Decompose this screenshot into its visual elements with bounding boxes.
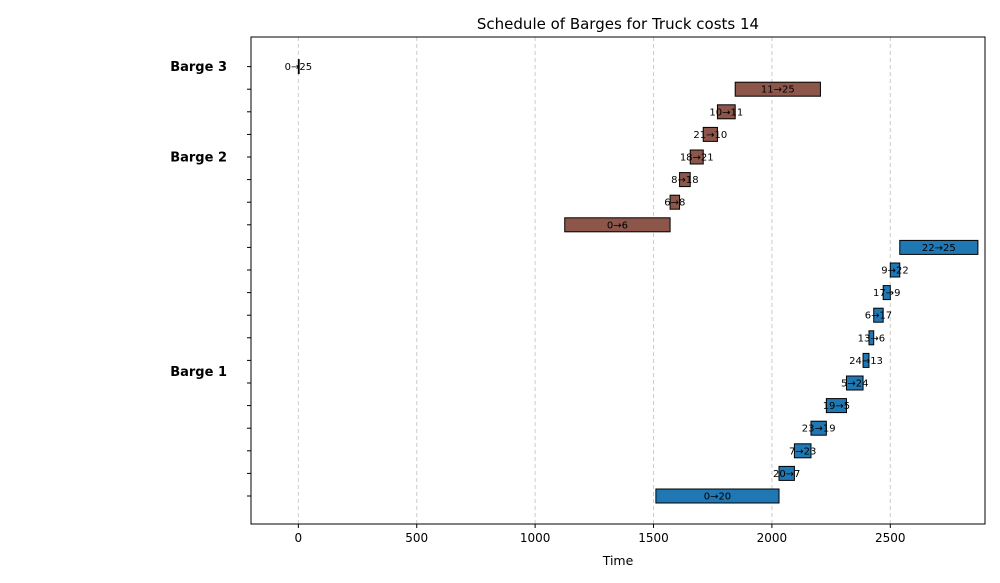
task-bar xyxy=(564,217,671,233)
x-axis: 0 500 1000 1500 2000 2500 xyxy=(295,524,906,545)
task-bar xyxy=(845,375,864,391)
barge-label: Barge 2 xyxy=(170,151,227,166)
task-bar xyxy=(868,330,875,346)
task-label: 13→6 xyxy=(858,333,885,344)
task-label: 21→10 xyxy=(693,130,727,141)
task-label: 11→25 xyxy=(761,85,795,96)
bar-labels: 0→20 20→7 7→23 23→19 19→5 5→24 24→13 13→6 6→17 17… xyxy=(285,62,956,502)
task-label: 6→17 xyxy=(865,311,892,322)
task-bar xyxy=(793,443,812,459)
x-axis-label: Time xyxy=(602,553,634,568)
task-bar xyxy=(899,239,979,255)
chart-title: Schedule of Barges for Truck costs 14 xyxy=(477,15,759,33)
task-bar xyxy=(873,307,884,323)
task-bar xyxy=(689,149,704,165)
x-tick-label: 2000 xyxy=(757,531,788,545)
x-tick-label: 1500 xyxy=(638,531,669,545)
task-bar xyxy=(810,420,827,436)
task-bar xyxy=(734,81,821,97)
x-tick-label: 500 xyxy=(405,531,428,545)
plot-frame xyxy=(250,36,986,525)
task-bar xyxy=(655,488,780,504)
task-label: 0→20 xyxy=(704,492,731,503)
task-label: 19→5 xyxy=(823,401,850,412)
task-bar xyxy=(825,398,847,414)
task-label: 7→23 xyxy=(789,446,816,457)
task-bar xyxy=(889,262,901,278)
task-bar xyxy=(716,104,736,120)
bars xyxy=(297,59,979,504)
task-label: 5→24 xyxy=(841,379,868,390)
task-bar xyxy=(702,126,718,142)
barge-label: Barge 1 xyxy=(170,365,227,380)
task-label: 20→7 xyxy=(773,469,800,480)
task-label: 0→25 xyxy=(285,62,312,73)
barge-label: Barge 3 xyxy=(170,60,227,75)
task-bar xyxy=(297,59,300,75)
y-axis xyxy=(247,66,251,497)
task-label: 8→18 xyxy=(671,175,698,186)
task-bar xyxy=(862,352,870,368)
task-bar xyxy=(669,194,681,210)
task-label: 17→9 xyxy=(873,288,900,299)
task-bar xyxy=(679,172,691,188)
task-label: 9→22 xyxy=(881,266,908,277)
x-tick-label: 2500 xyxy=(875,531,906,545)
group-labels: Barge 3 Barge 2 Barge 1 xyxy=(170,60,227,380)
task-label: 0→6 xyxy=(607,220,628,231)
task-label: 6→8 xyxy=(664,198,685,209)
task-bar xyxy=(778,465,795,481)
task-label: 22→25 xyxy=(922,243,956,254)
x-tick-label: 0 xyxy=(295,531,303,545)
x-tick-label: 1000 xyxy=(520,531,551,545)
task-label: 23→19 xyxy=(802,424,836,435)
task-bar xyxy=(882,285,891,301)
task-label: 10→11 xyxy=(709,107,743,118)
task-label: 18→21 xyxy=(680,153,714,164)
task-label: 24→13 xyxy=(849,356,883,367)
